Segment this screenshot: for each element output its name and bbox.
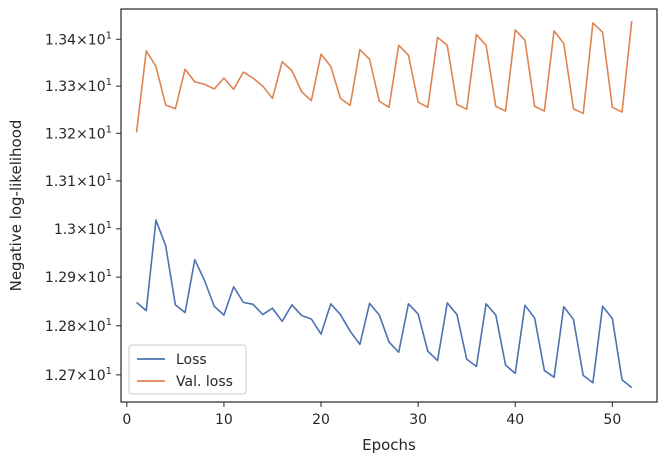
x-tick-label: 20 bbox=[312, 412, 330, 428]
legend: Loss Val. loss bbox=[128, 344, 247, 395]
series-layer bbox=[135, 21, 633, 389]
y-axis-ticks: 1.27×101 1.28×101 1.29×101 1.3×101 1.31×101 1… bbox=[45, 30, 121, 384]
series-line-val-loss bbox=[135, 21, 633, 133]
y-tick-label: 1.34×101 bbox=[45, 30, 112, 48]
y-tick-label: 1.31×101 bbox=[45, 172, 112, 190]
y-tick-label: 1.28×101 bbox=[45, 317, 112, 335]
x-tick-label: 50 bbox=[603, 412, 621, 428]
y-tick-label: 1.32×101 bbox=[45, 124, 112, 142]
x-tick-label: 40 bbox=[506, 412, 524, 428]
y-tick-label: 1.3×101 bbox=[54, 220, 112, 238]
y-axis-label: Negative log-likelihood bbox=[7, 120, 25, 292]
legend-label: Loss bbox=[176, 352, 207, 368]
x-tick-label: 10 bbox=[215, 412, 233, 428]
x-tick-label: 30 bbox=[409, 412, 427, 428]
y-tick-label: 1.33×101 bbox=[45, 77, 112, 95]
series-line-loss bbox=[136, 219, 633, 389]
x-axis-ticks: 0 10 20 30 40 50 bbox=[122, 402, 621, 428]
y-tick-label: 1.29×101 bbox=[45, 268, 112, 286]
x-axis-label: Epochs bbox=[362, 436, 416, 454]
legend-label: Val. loss bbox=[176, 374, 233, 390]
plot-frame bbox=[120, 8, 658, 403]
x-tick-label: 0 bbox=[122, 412, 131, 428]
y-tick-label: 1.27×101 bbox=[45, 366, 112, 384]
